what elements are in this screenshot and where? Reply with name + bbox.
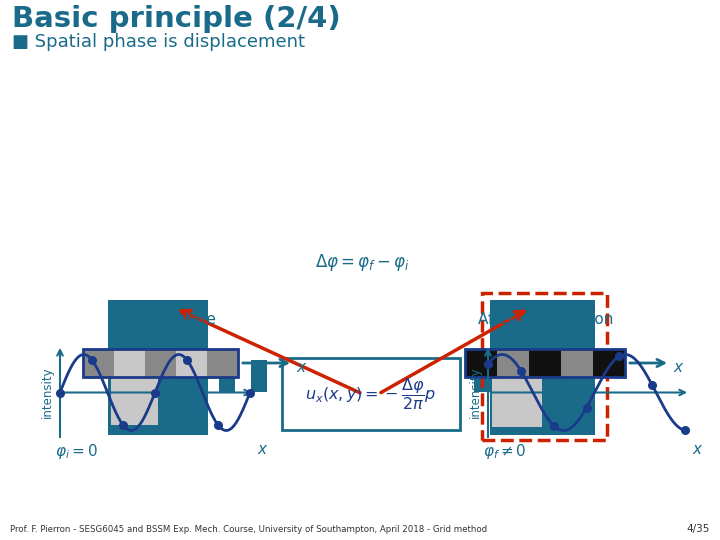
Bar xyxy=(538,360,554,392)
Bar xyxy=(474,360,490,392)
Text: x: x xyxy=(257,442,266,457)
Bar xyxy=(554,360,570,392)
Bar xyxy=(176,349,207,377)
Bar xyxy=(522,360,538,392)
Bar xyxy=(235,360,251,392)
Bar xyxy=(330,360,346,392)
Bar xyxy=(561,349,593,377)
Bar xyxy=(426,360,442,392)
Bar xyxy=(171,360,187,392)
Bar xyxy=(506,360,522,392)
Text: x: x xyxy=(673,360,682,375)
Bar xyxy=(83,349,238,377)
Bar xyxy=(187,360,203,392)
Text: ■ Spatial phase is displacement: ■ Spatial phase is displacement xyxy=(12,33,305,51)
Text: intensity: intensity xyxy=(41,367,54,418)
Bar xyxy=(283,360,299,392)
Bar xyxy=(203,360,219,392)
Bar xyxy=(490,300,595,435)
Text: x: x xyxy=(296,360,305,375)
Bar xyxy=(379,360,395,392)
Bar xyxy=(219,360,235,392)
Bar xyxy=(490,360,506,392)
Bar xyxy=(83,349,114,377)
Bar xyxy=(458,360,474,392)
Text: 4/35: 4/35 xyxy=(687,524,710,534)
Bar xyxy=(155,360,171,392)
Bar xyxy=(497,349,529,377)
Bar xyxy=(362,360,379,392)
Bar xyxy=(299,360,315,392)
Bar xyxy=(114,349,145,377)
Bar xyxy=(593,349,625,377)
Text: $\varphi_i = 0$: $\varphi_i = 0$ xyxy=(55,442,98,461)
Bar xyxy=(395,360,410,392)
Bar xyxy=(482,293,607,440)
Bar xyxy=(362,361,379,391)
Bar xyxy=(111,353,158,425)
Bar xyxy=(346,360,362,392)
Bar xyxy=(266,360,283,392)
Text: $\varphi_f \neq 0$: $\varphi_f \neq 0$ xyxy=(483,442,526,461)
Text: After deformation: After deformation xyxy=(478,312,613,327)
Text: intensity: intensity xyxy=(469,367,482,418)
Bar xyxy=(442,360,458,392)
Text: $\Delta\varphi = \varphi_f - \varphi_i$: $\Delta\varphi = \varphi_f - \varphi_i$ xyxy=(315,252,410,273)
Bar xyxy=(108,300,208,435)
Bar xyxy=(251,360,266,392)
Bar xyxy=(465,349,625,377)
Bar xyxy=(145,349,176,377)
Text: Prof. F. Pierron - SESG6045 and BSSM Exp. Mech. Course, University of Southampto: Prof. F. Pierron - SESG6045 and BSSM Exp… xyxy=(10,525,487,534)
Bar xyxy=(207,349,238,377)
Bar xyxy=(529,349,561,377)
Bar xyxy=(410,360,426,392)
Bar xyxy=(282,358,460,430)
Text: x: x xyxy=(692,442,701,457)
Bar xyxy=(315,360,330,392)
Text: Initial state: Initial state xyxy=(130,312,216,327)
Text: Basic principle (2/4): Basic principle (2/4) xyxy=(12,5,341,33)
Bar xyxy=(492,352,542,427)
Bar xyxy=(465,349,497,377)
Text: $u_x(x,y) = -\dfrac{\Delta\varphi}{2\pi}p$: $u_x(x,y) = -\dfrac{\Delta\varphi}{2\pi}… xyxy=(305,376,436,412)
